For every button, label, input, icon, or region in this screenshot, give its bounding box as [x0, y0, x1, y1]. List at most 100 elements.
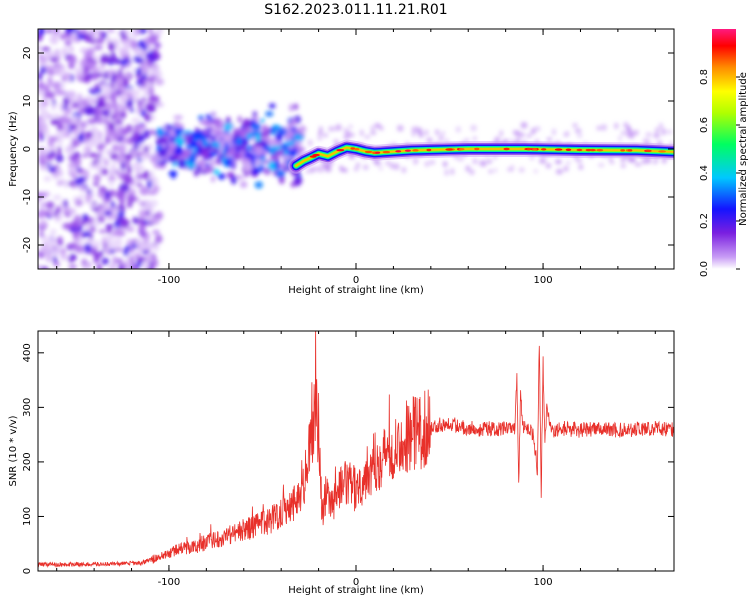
signal-blob — [156, 137, 167, 145]
noise-blob — [106, 29, 115, 33]
noise-blob — [149, 114, 156, 121]
ridge-hotspot — [554, 148, 563, 151]
noise-blob — [51, 69, 62, 75]
signal-blob — [275, 169, 286, 178]
halo-blob — [473, 136, 477, 141]
noise-blob — [143, 199, 151, 209]
noise-blob — [114, 169, 120, 175]
halo-blob — [618, 135, 622, 142]
signal-blob — [283, 150, 288, 156]
signal-blob — [253, 146, 264, 154]
noise-blob — [60, 80, 66, 90]
noise-blob — [74, 199, 84, 207]
noise-blob — [72, 138, 77, 149]
noise-blob — [64, 39, 72, 47]
halo-blob — [575, 128, 582, 133]
halo-blob — [653, 132, 660, 139]
noise-blob — [114, 120, 124, 125]
halo-blob — [539, 158, 547, 164]
halo-blob — [317, 131, 323, 136]
signal-blob — [294, 179, 301, 187]
noise-blob — [137, 200, 143, 206]
signal-blob — [218, 146, 224, 154]
noise-blob — [150, 55, 160, 61]
noise-blob — [149, 157, 156, 164]
halo-blob — [575, 158, 583, 163]
noise-blob — [136, 182, 143, 188]
noise-blob — [75, 72, 85, 80]
noise-blob — [123, 174, 133, 185]
spectrogram-y-tick-label: 20 — [22, 47, 33, 60]
halo-blob — [488, 169, 493, 174]
signal-blob — [223, 123, 234, 129]
halo-blob — [278, 163, 286, 168]
noise-blob — [52, 194, 62, 201]
noise-blob — [104, 149, 114, 155]
noise-blob — [138, 225, 146, 236]
signal-blob — [259, 118, 265, 123]
halo-blob — [401, 167, 407, 174]
noise-blob — [94, 38, 105, 44]
noise-blob — [78, 132, 85, 143]
noise-blob — [108, 56, 117, 62]
halo-blob — [545, 163, 552, 169]
signal-blob — [215, 157, 224, 165]
halo-blob — [385, 161, 391, 166]
snr-y-tick-label: 400 — [22, 343, 33, 362]
halo-blob — [424, 161, 430, 167]
noise-blob — [105, 235, 114, 244]
halo-blob — [379, 167, 383, 171]
noise-blob — [88, 225, 96, 233]
spectrogram-x-tick-label: 0 — [353, 275, 359, 286]
noise-blob — [126, 87, 134, 93]
noise-blob — [135, 109, 141, 115]
noise-blob — [74, 176, 84, 186]
noise-blob — [62, 254, 71, 260]
noise-blob — [113, 237, 123, 248]
halo-blob — [323, 133, 328, 138]
noise-blob — [63, 96, 70, 107]
noise-blob — [154, 42, 162, 49]
noise-blob — [38, 145, 45, 155]
noise-blob — [132, 216, 139, 225]
noise-blob — [147, 143, 154, 151]
signal-blob — [242, 118, 252, 129]
signal-blob — [275, 159, 280, 170]
ridge-band — [288, 139, 674, 174]
signal-blob — [255, 133, 261, 143]
noise-blob — [59, 33, 67, 40]
signal-blob — [254, 181, 263, 189]
noise-blob — [130, 107, 135, 113]
noise-blob — [89, 203, 98, 208]
noise-blob — [133, 48, 139, 54]
noise-blob — [100, 109, 111, 116]
halo-blob — [426, 137, 433, 144]
noise-blob — [146, 215, 154, 223]
halo-blob — [623, 122, 629, 128]
halo-blob — [455, 126, 461, 133]
ridge-hotspot — [576, 148, 583, 152]
halo-blob — [552, 128, 556, 136]
noise-blob — [86, 189, 92, 195]
noise-blob — [149, 129, 155, 135]
noise-blob — [84, 51, 90, 57]
noise-blob — [141, 249, 150, 255]
signal-blob — [227, 146, 236, 157]
noise-blob — [65, 47, 71, 53]
noise-blob — [123, 29, 131, 36]
signal-blob — [292, 140, 303, 146]
colorbar-gradient — [712, 29, 736, 269]
noise-blob — [42, 85, 50, 90]
ridge-hotspot — [474, 147, 480, 151]
noise-blob — [147, 45, 154, 52]
halo-blob — [410, 127, 417, 131]
noise-blob — [82, 148, 88, 153]
halo-blob — [375, 124, 382, 129]
colorbar-tick-label: 0.6 — [699, 117, 710, 133]
signal-blob — [261, 124, 268, 133]
noise-blob — [97, 114, 103, 124]
signal-blob — [185, 163, 197, 168]
signal-blob — [275, 132, 283, 142]
noise-blob — [39, 165, 50, 171]
noise-blob — [145, 253, 154, 263]
